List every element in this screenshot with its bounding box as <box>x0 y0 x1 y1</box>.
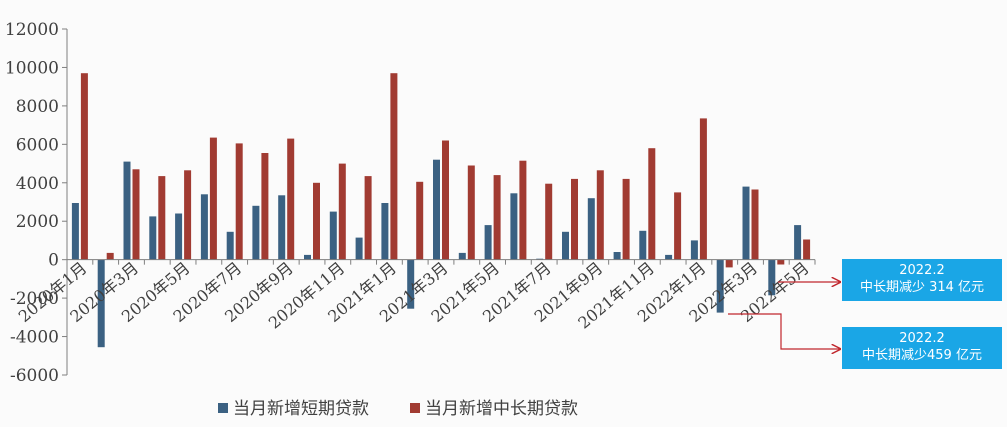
short-term-bar-26 <box>716 259 724 313</box>
short-term-bar-12 <box>355 237 363 260</box>
short-term-bar-21 <box>587 198 595 260</box>
short-term-bar-29 <box>794 225 802 260</box>
long-term-bar-7 <box>235 143 243 260</box>
short-term-bar-11 <box>329 211 337 260</box>
y-tick-label: 6000 <box>16 135 59 155</box>
long-term-bar-11 <box>338 163 346 260</box>
bars-group <box>71 73 811 348</box>
y-tick-label: -6000 <box>10 366 59 386</box>
long-term-bar-21 <box>596 170 604 260</box>
short-term-bar-8 <box>252 205 260 260</box>
long-term-bar-22 <box>622 178 630 260</box>
short-term-bar-14 <box>407 259 415 309</box>
short-term-bar-13 <box>381 203 389 260</box>
y-tick-label: -2000 <box>10 289 59 309</box>
long-term-bar-2 <box>106 252 114 260</box>
long-term-bar-19 <box>545 183 553 260</box>
short-term-bar-5 <box>175 213 183 260</box>
long-term-bar-25 <box>699 118 707 260</box>
short-term-bar-2 <box>97 259 105 348</box>
callout-arrows <box>728 282 840 349</box>
short-term-bar-4 <box>149 216 157 260</box>
legend: 当月新增短期贷款 当月新增中长期贷款 <box>218 399 578 419</box>
long-term-bar-20 <box>571 178 578 260</box>
y-tick-label: 0 <box>48 251 59 271</box>
callout-1-line1: 2022.2 <box>899 263 945 278</box>
axes-group <box>66 29 816 375</box>
callout-2-line1: 2022.2 <box>899 331 945 346</box>
short-term-bar-27 <box>742 186 750 260</box>
short-term-bar-6 <box>200 194 208 260</box>
short-term-bar-1 <box>71 203 79 260</box>
long-term-bar-26 <box>725 259 733 268</box>
short-term-bar-18 <box>510 193 518 260</box>
long-term-bar-28 <box>777 259 785 265</box>
long-term-bar-3 <box>132 169 140 260</box>
long-term-bar-6 <box>209 137 217 260</box>
short-term-bar-23 <box>639 230 647 260</box>
y-tick-label: 12000 <box>5 20 59 40</box>
long-term-bar-1 <box>80 73 88 260</box>
long-term-bar-14 <box>416 181 424 260</box>
long-term-bar-16 <box>467 165 475 260</box>
long-term-bar-18 <box>519 160 527 260</box>
short-term-bar-16 <box>458 252 466 260</box>
y-tick-label: 10000 <box>5 58 59 78</box>
long-term-bar-9 <box>287 138 295 260</box>
y-tick-label: -4000 <box>10 328 59 348</box>
long-term-bar-8 <box>261 153 269 260</box>
short-term-bar-24 <box>665 254 673 260</box>
y-tick-labels: -6000 -4000 -2000 0 2000 4000 6000 8000 10000 120… <box>5 20 67 386</box>
legend-swatch-long-term <box>410 403 420 413</box>
short-term-bar-22 <box>613 252 621 260</box>
y-tick-label: 8000 <box>16 97 59 117</box>
callout-box-1: 2022.2 中长期减少 314 亿元 <box>842 259 1002 301</box>
long-term-bar-4 <box>158 176 166 260</box>
long-term-bar-5 <box>184 170 192 260</box>
y-tick-label: 2000 <box>16 212 59 232</box>
long-term-bar-10 <box>313 182 320 260</box>
short-term-bar-25 <box>690 240 698 260</box>
short-term-bar-15 <box>433 159 440 260</box>
long-term-bar-12 <box>364 176 372 260</box>
long-term-bar-27 <box>751 189 759 260</box>
short-term-bar-7 <box>226 231 234 260</box>
legend-label-long-term: 当月新增中长期贷款 <box>425 399 578 419</box>
y-tick-label: 4000 <box>16 174 59 194</box>
legend-swatch-short-term <box>218 403 228 413</box>
short-term-bar-10 <box>304 254 311 260</box>
short-term-bar-9 <box>278 195 286 260</box>
short-term-bar-28 <box>768 259 776 296</box>
long-term-bar-24 <box>674 192 682 260</box>
short-term-bar-20 <box>562 231 569 260</box>
legend-label-short-term: 当月新增短期贷款 <box>233 399 369 419</box>
callout-1-line2: 中长期减少 314 亿元 <box>859 280 985 295</box>
short-term-bar-17 <box>484 225 492 260</box>
long-term-bar-29 <box>803 239 811 260</box>
arrow-to-callout-2 <box>728 313 840 349</box>
callout-box-2: 2022.2 中长期减少459 亿元 <box>842 327 1002 369</box>
callout-2-line2: 中长期减少459 亿元 <box>862 348 982 363</box>
long-term-bar-17 <box>493 175 501 260</box>
long-term-bar-15 <box>442 140 449 260</box>
long-term-bar-23 <box>648 148 656 260</box>
long-term-bar-13 <box>390 73 398 260</box>
short-term-bar-3 <box>123 161 131 260</box>
